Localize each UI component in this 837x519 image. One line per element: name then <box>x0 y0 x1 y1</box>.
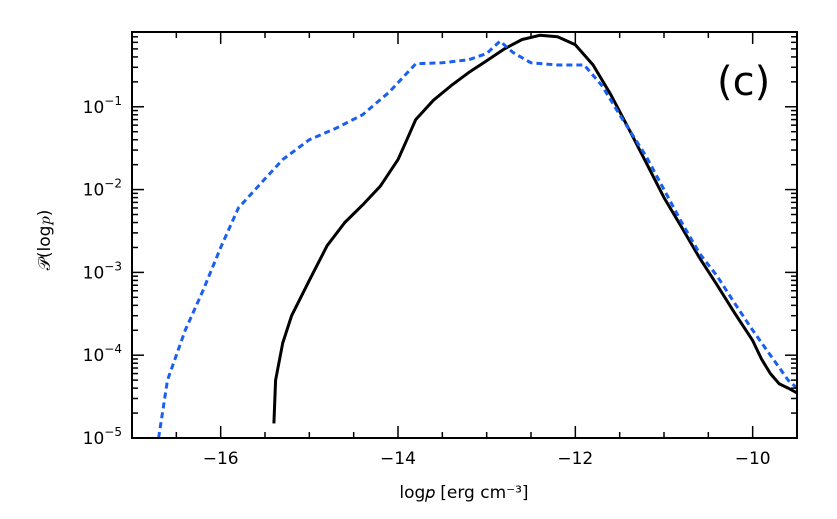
x-axis-title: log𝑝 [erg cm⁻³] <box>399 483 528 503</box>
y-tick-label: 10−4 <box>83 342 122 366</box>
x-tick-label: −14 <box>380 449 416 469</box>
x-tick-label: −10 <box>735 449 771 469</box>
panel-label: (c) <box>717 59 770 105</box>
y-tick-label: 10−2 <box>83 177 122 201</box>
x-tick-label: −12 <box>557 449 593 469</box>
x-tick-label: −16 <box>203 449 239 469</box>
axis-layer: −16 −14 −12 −10 10−5 10−4 10−3 10−2 10−1 <box>83 31 798 469</box>
y-tick-label: 10−3 <box>83 259 122 283</box>
plot-frame <box>131 31 798 439</box>
y-tick-label: 10−1 <box>83 94 122 118</box>
y-tick-label: 10−5 <box>83 425 122 449</box>
y-axis-title: 𝒫(log𝑝) <box>35 210 55 271</box>
